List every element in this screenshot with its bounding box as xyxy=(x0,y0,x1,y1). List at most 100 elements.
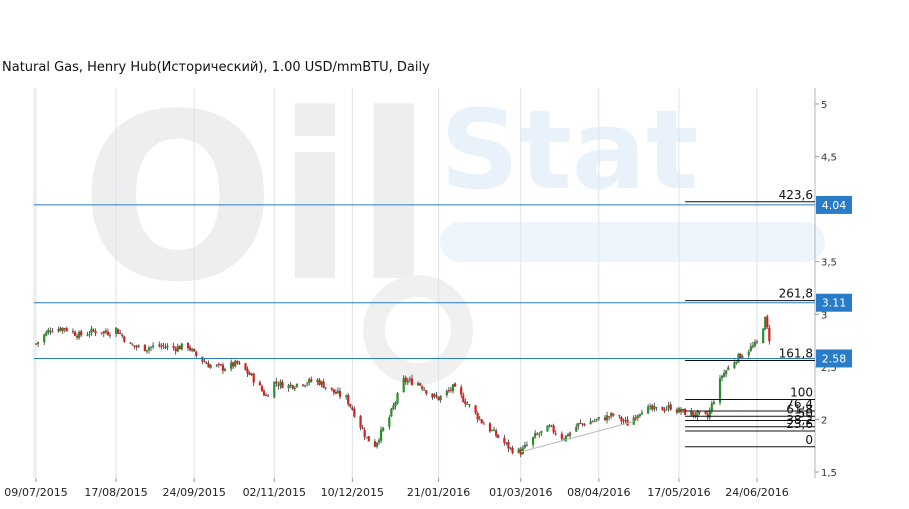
candle-body xyxy=(73,331,77,336)
candle-body xyxy=(59,327,62,331)
candle-body xyxy=(100,332,103,334)
candle-body xyxy=(308,378,311,384)
candle-body xyxy=(568,432,572,436)
grid xyxy=(33,88,758,478)
candle-body xyxy=(421,386,424,390)
watermark: Oil Stat xyxy=(80,66,825,385)
candle-body xyxy=(287,384,290,389)
candle-body xyxy=(215,364,218,366)
candle-body xyxy=(536,433,539,435)
candle-body xyxy=(176,346,179,352)
candle-body xyxy=(497,434,500,438)
candle-body xyxy=(195,351,198,356)
chart-title: Natural Gas, Henry Hub(Исторический), 1.… xyxy=(2,60,430,75)
candle-body xyxy=(390,408,393,417)
candle-body xyxy=(131,344,134,346)
candle-body xyxy=(334,392,338,394)
candle-body xyxy=(49,330,52,332)
candle-body xyxy=(63,328,66,330)
candle-body xyxy=(612,413,615,416)
candle-body xyxy=(653,406,656,410)
candle-body xyxy=(564,435,568,442)
candle-body xyxy=(665,408,668,410)
candle-body xyxy=(741,356,744,358)
candle-body xyxy=(595,418,598,420)
candle-body xyxy=(351,407,354,410)
candle-body xyxy=(117,328,120,334)
candle-body xyxy=(322,381,325,388)
candle-body xyxy=(453,383,457,387)
candle-body xyxy=(133,345,136,347)
candle-body xyxy=(277,384,280,386)
y-tick-label: 5 xyxy=(821,100,827,111)
candle-body xyxy=(191,349,194,351)
watermark-drop xyxy=(363,275,473,385)
candle-body xyxy=(145,349,149,352)
candle-body xyxy=(579,422,582,424)
candle-body xyxy=(451,384,455,392)
candle-body xyxy=(47,329,50,333)
candle-body xyxy=(129,342,132,344)
candle-body xyxy=(219,364,222,366)
candle-body xyxy=(749,346,752,351)
candle-body xyxy=(505,442,508,444)
candle-body xyxy=(669,404,672,410)
candle-body xyxy=(534,433,537,438)
candle-body xyxy=(345,395,348,397)
candle-body xyxy=(367,436,370,442)
candle-body xyxy=(80,331,83,336)
candle-body xyxy=(318,379,321,385)
candle-body xyxy=(402,378,405,392)
candle-body xyxy=(720,375,724,379)
candle-body xyxy=(209,364,212,368)
candle-body xyxy=(223,368,227,371)
candle-body xyxy=(474,405,477,413)
candle-body xyxy=(149,346,153,348)
candle-body xyxy=(361,427,364,429)
candle-body xyxy=(119,333,122,335)
candle-body xyxy=(751,345,754,348)
candle-body xyxy=(174,348,177,351)
candle-body xyxy=(51,331,54,333)
candle-body xyxy=(692,411,695,416)
candle-body xyxy=(552,425,555,433)
candle-body xyxy=(425,390,428,394)
candle-body xyxy=(583,423,586,426)
candle-body xyxy=(193,348,196,352)
candle-body xyxy=(57,328,60,332)
candle-body xyxy=(279,381,282,386)
candle-body xyxy=(234,360,237,367)
candle-body xyxy=(262,390,266,396)
candle-body xyxy=(550,425,553,427)
fib-label: 0 xyxy=(805,433,813,447)
candle-body xyxy=(61,327,64,332)
candle-body xyxy=(310,379,313,382)
candle-body xyxy=(295,383,298,387)
candle-body xyxy=(546,425,549,432)
candle-body xyxy=(698,411,701,413)
candle-body xyxy=(624,419,627,421)
candle-body xyxy=(677,408,681,413)
candle-body xyxy=(610,413,613,417)
candle-body xyxy=(316,379,319,382)
candle-body xyxy=(65,328,68,331)
candle-body xyxy=(540,430,543,434)
candle-body xyxy=(147,347,151,351)
candles xyxy=(34,314,771,458)
candle-body xyxy=(143,344,146,352)
x-tick-label: 02/11/2015 xyxy=(243,486,306,499)
candle-body xyxy=(416,382,420,386)
fib-label: 76,4 xyxy=(786,397,813,411)
candle-body xyxy=(404,377,407,382)
candle-body xyxy=(431,393,434,398)
watermark-bar xyxy=(440,222,825,262)
candle-body xyxy=(207,363,210,368)
candle-body xyxy=(406,380,409,383)
candle-body xyxy=(34,343,38,345)
candle-body xyxy=(137,345,140,347)
candle-body xyxy=(248,372,251,375)
candle-body xyxy=(78,331,81,338)
candle-body xyxy=(92,329,95,331)
candle-body xyxy=(605,415,609,421)
